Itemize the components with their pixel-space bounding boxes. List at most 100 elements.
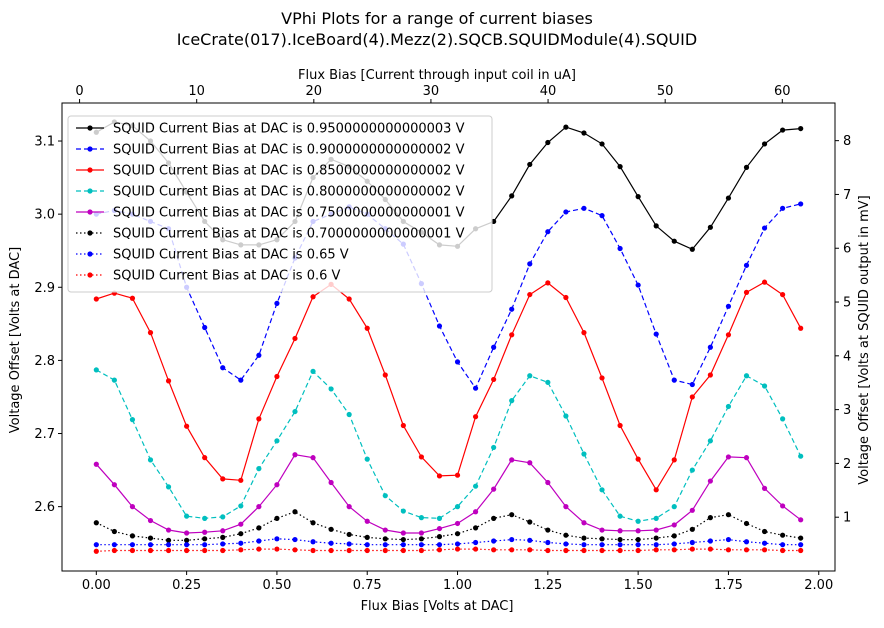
data-point	[93, 296, 99, 302]
top-tick-label: 50	[657, 84, 674, 99]
data-point	[129, 504, 136, 510]
data-point	[346, 504, 352, 510]
data-point	[671, 377, 677, 383]
data-point	[689, 539, 695, 546]
data-point	[220, 541, 226, 547]
legend-marker	[87, 230, 93, 236]
data-point	[798, 325, 804, 331]
data-point	[292, 452, 298, 458]
top-tick-label: 40	[540, 84, 557, 99]
data-point	[563, 294, 569, 301]
data-point	[761, 383, 768, 389]
data-point	[165, 542, 172, 548]
data-point	[256, 352, 262, 358]
data-point	[527, 537, 533, 543]
data-point	[274, 373, 280, 380]
data-point	[707, 538, 713, 544]
data-point	[635, 528, 641, 534]
data-point	[310, 455, 316, 461]
data-point	[454, 531, 461, 537]
data-point	[545, 547, 551, 554]
data-point	[472, 539, 479, 546]
data-point	[310, 294, 316, 300]
data-point	[798, 453, 804, 459]
data-point	[202, 324, 208, 331]
data-point	[527, 547, 533, 553]
data-point	[780, 291, 786, 298]
data-point	[761, 485, 768, 491]
data-point	[436, 473, 443, 479]
x-tick-label: 1.50	[624, 578, 653, 593]
data-point	[454, 359, 461, 365]
data-point	[653, 527, 659, 533]
data-point	[147, 330, 154, 336]
data-point	[292, 408, 298, 415]
data-point	[202, 455, 208, 461]
data-point	[454, 504, 461, 510]
data-point	[563, 124, 569, 130]
data-point	[111, 547, 117, 554]
y-tick-label: 3.0	[34, 208, 55, 223]
data-point	[472, 414, 479, 420]
data-point	[635, 547, 641, 554]
data-point	[581, 205, 587, 211]
y-tick-label: 2.6	[34, 500, 55, 515]
right-tick-label: 5	[843, 296, 851, 311]
data-point	[220, 528, 226, 534]
bottom-axis-label: Flux Bias [Volts at DAC]	[361, 599, 514, 614]
data-point	[147, 457, 154, 463]
legend-label: SQUID Current Bias at DAC is 0.6 V	[113, 269, 341, 284]
data-point	[581, 451, 587, 457]
x-tick-label: 0.25	[172, 578, 201, 593]
data-point	[707, 546, 713, 552]
data-point	[563, 541, 569, 547]
axis-ticks: 0.00 0.25 0.50 0.75 1.00 1.25 1.50 1.75 2.00 0 10 2…	[34, 84, 851, 593]
data-point	[202, 529, 208, 535]
data-point	[400, 536, 406, 543]
data-point	[761, 225, 768, 231]
data-point	[653, 487, 659, 493]
data-point	[364, 534, 370, 540]
data-point	[111, 482, 117, 488]
data-point	[454, 520, 461, 527]
data-point	[202, 547, 208, 554]
data-point	[274, 300, 280, 306]
data-point	[798, 542, 804, 548]
left-axis-label: Voltage Offset [Volts at DAC]	[8, 247, 23, 433]
x-tick-label: 0.75	[353, 578, 382, 593]
data-point	[725, 454, 732, 460]
data-point	[292, 536, 298, 543]
data-point	[671, 238, 677, 244]
data-point	[581, 520, 587, 526]
data-point	[454, 541, 461, 547]
data-point	[509, 193, 515, 199]
data-point	[653, 223, 659, 229]
data-point	[256, 538, 262, 544]
data-point	[743, 262, 750, 268]
data-point	[798, 547, 804, 554]
data-point	[527, 460, 533, 466]
series-line	[95, 454, 802, 534]
data-point	[184, 513, 190, 519]
data-point	[147, 542, 154, 548]
data-point	[310, 368, 316, 374]
y-tick-label: 2.8	[34, 354, 55, 369]
data-point	[617, 547, 623, 554]
legend-marker	[87, 272, 93, 278]
series-group	[93, 536, 804, 548]
data-point	[635, 194, 641, 200]
data-point	[400, 547, 406, 554]
data-point	[436, 515, 443, 521]
data-point	[563, 413, 569, 419]
data-point	[761, 528, 768, 535]
data-point	[346, 411, 352, 418]
data-point	[472, 385, 479, 391]
data-point	[653, 547, 659, 553]
data-point	[346, 296, 352, 302]
data-point	[780, 503, 786, 509]
data-point	[689, 507, 695, 513]
data-point	[617, 245, 623, 252]
data-point	[328, 547, 334, 554]
data-point	[328, 526, 334, 532]
legend-marker	[87, 167, 93, 173]
